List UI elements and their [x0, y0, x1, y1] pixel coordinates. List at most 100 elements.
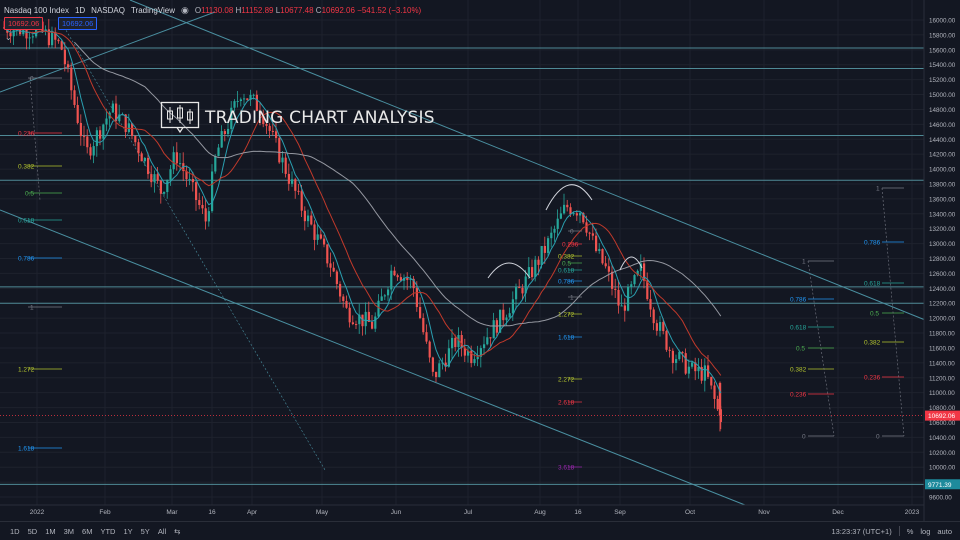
candle-body [406, 277, 409, 280]
timeframe-3m[interactable]: 3M [63, 526, 75, 536]
candle-body [377, 300, 380, 317]
candle-body [255, 94, 258, 111]
price-tick: 14200.00 [929, 152, 956, 159]
moving-average-fast [3, 27, 722, 394]
price-tick: 11400.00 [929, 360, 955, 367]
price-tick: 11600.00 [929, 345, 955, 352]
candle-body [297, 190, 300, 192]
price-tick: 13400.00 [929, 211, 956, 218]
candle-body [614, 288, 617, 290]
candle-body [646, 280, 649, 300]
candle-body [348, 307, 351, 323]
pattern-arc [619, 256, 643, 271]
candle-body [214, 156, 217, 172]
timeframe-1m[interactable]: 1M [45, 526, 56, 536]
candle-body [294, 179, 297, 191]
candle-body [684, 353, 687, 374]
log-toggle[interactable]: log [920, 526, 931, 536]
candle-body [159, 180, 162, 194]
interval[interactable]: 1D [74, 5, 86, 15]
divider [898, 526, 900, 536]
timeframe-ytd[interactable]: YTD [100, 526, 116, 536]
fib-label: 0.236 [562, 242, 579, 249]
price-tick: 13000.00 [929, 241, 956, 248]
eye-icon[interactable]: ◉ [181, 4, 189, 15]
fib-label: 1 [30, 305, 34, 312]
ohlc-values: O11130.08 H11152.89 L10677.48 C10692.06 … [195, 6, 421, 15]
bid-price-box[interactable]: 10692.06 [4, 17, 44, 30]
candle-body [476, 356, 479, 360]
timeframe-5y[interactable]: 5Y [140, 526, 150, 536]
candle-body [639, 263, 642, 271]
candle-body [675, 359, 678, 363]
candle-body [575, 213, 578, 216]
candle-body [588, 232, 591, 234]
timeframe-5d[interactable]: 5D [27, 526, 38, 536]
fib-label: 0.786 [864, 240, 881, 247]
candle-body [111, 103, 114, 113]
candle-body [409, 278, 412, 280]
candle-body [563, 204, 566, 214]
candle-body [553, 228, 556, 233]
timeframe-1d[interactable]: 1D [10, 526, 20, 536]
candle-body [319, 234, 322, 239]
fib-label: 1.618 [18, 446, 35, 453]
compare-icon[interactable]: ⇆ [174, 526, 181, 536]
candle-body [454, 337, 457, 348]
fib-label: 0.618 [18, 218, 35, 225]
trend-line [0, 11, 216, 93]
candle-body [198, 200, 201, 205]
candle-body [60, 41, 63, 50]
candle-body [166, 179, 169, 193]
timeframe-all[interactable]: All [157, 526, 167, 536]
candle-body [566, 204, 569, 208]
candle-body [252, 94, 255, 96]
candle-body [569, 207, 572, 215]
candle-body [470, 350, 473, 364]
symbol-name[interactable]: Nasdaq 100 Index [4, 5, 69, 15]
candle-body [28, 37, 31, 39]
candle-body [332, 267, 335, 272]
candle-body [595, 235, 598, 252]
candle-body [223, 131, 226, 135]
candle-body [460, 335, 463, 348]
candle-body [249, 94, 252, 100]
fib-label: 0.5 [562, 261, 571, 268]
candle-body [300, 191, 303, 211]
candle-body [243, 98, 246, 100]
price-tick: 9600.00 [929, 495, 952, 502]
fib-label: 1.272 [558, 312, 575, 319]
candle-body [451, 337, 454, 349]
candle-body [335, 271, 338, 284]
ohlc-change: −541.52 (−3.10%) [357, 5, 422, 15]
timeframe-6m[interactable]: 6M [82, 526, 93, 536]
auto-toggle[interactable]: auto [937, 526, 952, 536]
candle-body [387, 289, 390, 296]
clock[interactable]: 13:23:37 (UTC+1) [831, 526, 892, 536]
candle-body [508, 313, 511, 318]
ask-price-box[interactable]: 10692.06 [58, 17, 98, 30]
candle-body [518, 287, 521, 289]
fib-label: 1 [570, 295, 574, 302]
candle-body [505, 317, 508, 321]
timeframe-1y[interactable]: 1Y [123, 526, 133, 536]
candle-body [601, 249, 604, 264]
candle-body [623, 305, 626, 311]
chevron-down-icon[interactable]: ⌄ [5, 33, 12, 42]
price-tick: 14600.00 [929, 122, 956, 129]
candle-body [412, 278, 415, 289]
candle-body [76, 104, 79, 123]
candle-body [415, 288, 418, 308]
candle-body [291, 179, 294, 184]
candle-body [659, 322, 662, 331]
fib-connector [29, 77, 41, 201]
level-tag [925, 479, 960, 490]
candle-body [172, 152, 175, 170]
candle-body [374, 316, 377, 329]
candle-body [447, 348, 450, 367]
percent-toggle[interactable]: % [906, 526, 914, 536]
candle-body [67, 64, 70, 68]
last-price-label: 10692.06 [928, 413, 955, 420]
candle-body [691, 362, 694, 367]
